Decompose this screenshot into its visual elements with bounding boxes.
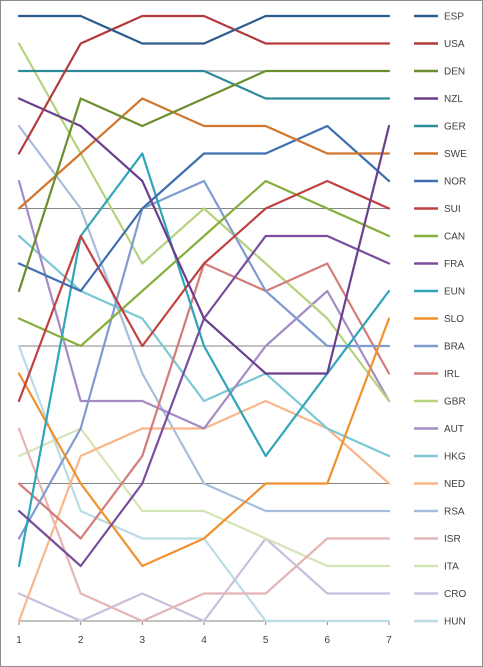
legend-label: CAN	[444, 232, 465, 243]
legend-item-cro: CRO	[414, 589, 466, 600]
legend-item-slo: SLO	[414, 314, 464, 325]
legend-label: HKG	[444, 452, 466, 463]
legend-label: ITA	[444, 562, 459, 573]
x-tick-label: 4	[201, 635, 207, 646]
series-line-ger	[17, 69, 391, 100]
x-tick-label: 7	[386, 635, 392, 646]
legend-item-gbr: GBR	[414, 397, 466, 408]
series-line-rsa	[17, 124, 391, 513]
legend-item-fra: FRA	[414, 259, 464, 270]
legend-item-den: DEN	[414, 67, 465, 78]
legend-label: BRA	[444, 342, 465, 353]
series-line-aut	[17, 179, 391, 430]
series-line-usa	[17, 14, 391, 155]
legend-label: USA	[444, 39, 465, 50]
legend-item-hkg: HKG	[414, 452, 466, 463]
x-tick-label: 2	[78, 635, 84, 646]
legend-label: GER	[444, 122, 466, 133]
legend-item-nzl: NZL	[414, 94, 463, 105]
legend: ESP USA DEN NZL GER SWE NOR SUI CAN FRA EUN SLO BRA I…	[414, 12, 467, 628]
x-tick-label: 1	[16, 635, 22, 646]
legend-label: IRL	[444, 369, 460, 380]
legend-item-hun: HUN	[414, 617, 466, 628]
legend-item-ned: NED	[414, 479, 465, 490]
legend-item-usa: USA	[414, 39, 465, 50]
legend-label: AUT	[444, 424, 464, 435]
x-tick-label: 5	[263, 635, 269, 646]
series-line-nzl	[17, 97, 391, 375]
legend-item-swe: SWE	[414, 149, 467, 160]
legend-item-ger: GER	[414, 122, 466, 133]
x-axis: 1 2 3 4 5 6 7	[16, 620, 392, 646]
series-line-sui	[17, 179, 391, 403]
series-lines	[17, 14, 391, 623]
x-tick-label: 3	[140, 635, 146, 646]
legend-item-nor: NOR	[414, 177, 466, 188]
legend-item-esp: ESP	[414, 12, 464, 23]
legend-label: GBR	[444, 397, 466, 408]
legend-label: EUN	[444, 287, 465, 298]
series-line-slo	[17, 317, 391, 568]
legend-item-eun: EUN	[414, 287, 465, 298]
legend-label: SUI	[444, 204, 461, 215]
legend-label: CRO	[444, 589, 466, 600]
legend-label: DEN	[444, 67, 465, 78]
legend-label: NZL	[444, 94, 463, 105]
legend-label: SWE	[444, 149, 467, 160]
legend-item-isr: ISR	[414, 534, 461, 545]
legend-label: HUN	[444, 617, 466, 628]
legend-label: NED	[444, 479, 465, 490]
legend-label: SLO	[444, 314, 464, 325]
legend-item-sui: SUI	[414, 204, 461, 215]
series-line-nor	[17, 124, 391, 293]
legend-item-aut: AUT	[414, 424, 464, 435]
legend-label: NOR	[444, 177, 466, 188]
legend-item-can: CAN	[414, 232, 465, 243]
series-line-eun	[17, 152, 391, 568]
legend-item-rsa: RSA	[414, 507, 465, 518]
legend-item-bra: BRA	[414, 342, 465, 353]
series-line-can	[17, 179, 391, 348]
series-line-den	[17, 69, 391, 293]
x-tick-label: 6	[325, 635, 331, 646]
series-line-bra	[17, 179, 391, 540]
legend-label: ESP	[444, 12, 464, 23]
legend-label: FRA	[444, 259, 464, 270]
legend-item-irl: IRL	[414, 369, 460, 380]
legend-item-ita: ITA	[414, 562, 459, 573]
series-line-cro	[17, 537, 391, 623]
series-line-esp	[17, 14, 391, 45]
series-line-swe	[17, 97, 391, 210]
series-line-isr	[17, 427, 391, 623]
legend-label: ISR	[444, 534, 461, 545]
legend-label: RSA	[444, 507, 465, 518]
